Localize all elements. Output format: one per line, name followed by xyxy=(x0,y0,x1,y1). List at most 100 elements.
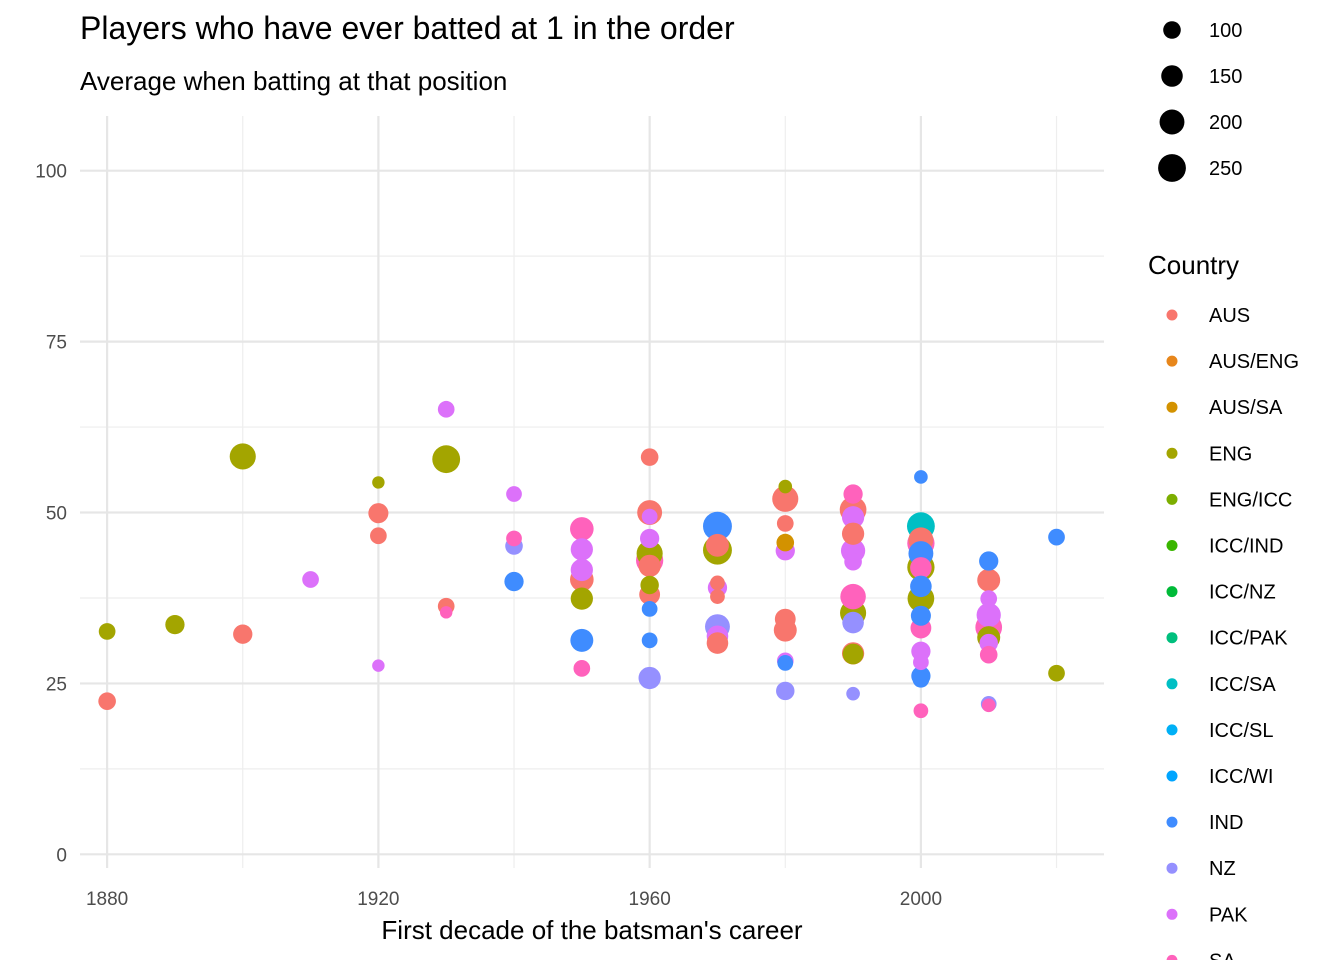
color-legend-label: NZ xyxy=(1209,858,1236,880)
color-legend-key xyxy=(1166,401,1178,413)
x-tick-label: 1960 xyxy=(629,889,671,910)
data-point xyxy=(372,476,385,489)
color-legend-label: ENG xyxy=(1209,443,1252,465)
color-legend-key xyxy=(1166,862,1178,874)
data-point xyxy=(702,511,732,541)
data-point xyxy=(570,628,594,652)
color-legend-label: AUS xyxy=(1209,305,1250,327)
data-point xyxy=(1048,664,1065,682)
x-tick-label: 1920 xyxy=(357,889,399,910)
data-point xyxy=(778,479,793,494)
data-point xyxy=(432,445,461,474)
color-legend-label: PAK xyxy=(1209,904,1248,926)
y-axis-ticks: 0 25 50 75 100 xyxy=(35,162,67,867)
data-point xyxy=(570,538,593,561)
data-point xyxy=(98,623,116,640)
color-legend-key xyxy=(1166,355,1178,367)
data-point xyxy=(910,557,932,579)
data-point xyxy=(846,686,860,701)
color-legend-key xyxy=(1166,954,1178,960)
color-legend-key xyxy=(1166,678,1178,690)
data-point xyxy=(981,698,996,713)
size-legend: 100 150 200 250 xyxy=(1158,20,1242,182)
color-legend-label: SA xyxy=(1209,950,1236,960)
x-tick-label: 1880 xyxy=(86,889,128,910)
color-legend-key xyxy=(1166,770,1178,782)
data-point xyxy=(774,608,796,630)
data-point xyxy=(638,666,661,690)
color-legend-key xyxy=(1166,309,1178,321)
data-point xyxy=(841,506,865,529)
data-point xyxy=(504,571,524,592)
y-tick-label: 0 xyxy=(56,845,67,866)
color-legend-label: IND xyxy=(1209,812,1243,834)
size-legend-key xyxy=(1163,21,1181,39)
data-point xyxy=(439,606,453,619)
data-point xyxy=(640,575,659,595)
data-point xyxy=(641,632,658,649)
data-point xyxy=(638,554,661,577)
data-point xyxy=(910,575,932,598)
grid xyxy=(80,116,1104,868)
color-legend-label: AUS/ENG xyxy=(1209,351,1299,373)
data-point xyxy=(913,654,929,671)
color-legend-label: ICC/SL xyxy=(1209,720,1273,742)
data-point xyxy=(776,515,794,532)
data-point xyxy=(165,614,185,635)
y-tick-label: 75 xyxy=(46,333,67,354)
data-point xyxy=(98,692,116,710)
color-legend-key xyxy=(1166,908,1178,920)
data-point xyxy=(710,575,725,591)
data-point xyxy=(437,400,455,418)
data-point xyxy=(1048,528,1065,546)
size-legend-key xyxy=(1161,65,1183,87)
size-legend-key xyxy=(1159,109,1185,135)
data-point xyxy=(368,503,389,524)
data-point xyxy=(302,571,319,588)
data-point xyxy=(640,528,660,549)
data-point xyxy=(914,470,928,484)
data-point xyxy=(977,568,1001,592)
data-point xyxy=(912,670,930,688)
color-legend-label: ICC/WI xyxy=(1209,766,1273,788)
data-point xyxy=(640,448,659,466)
data-point xyxy=(777,655,794,671)
plot-panel: 1880 1920 1960 2000 0 25 50 75 100 xyxy=(35,116,1104,910)
data-point xyxy=(372,659,385,672)
color-legend-title: Country xyxy=(1148,250,1239,280)
x-axis-label: First decade of the batsman's career xyxy=(381,915,803,945)
data-point xyxy=(979,645,998,664)
size-legend-label: 250 xyxy=(1209,158,1242,180)
color-legend-key xyxy=(1166,447,1178,459)
data-point xyxy=(840,583,866,610)
y-tick-label: 100 xyxy=(35,162,67,183)
y-tick-label: 25 xyxy=(46,674,67,695)
data-point xyxy=(370,527,387,545)
data-point xyxy=(772,485,799,512)
size-legend-label: 200 xyxy=(1209,112,1242,134)
x-tick-label: 2000 xyxy=(900,889,942,910)
color-legend-label: AUS/SA xyxy=(1209,397,1283,419)
size-legend-key xyxy=(1158,154,1186,182)
data-point xyxy=(841,522,865,545)
data-point xyxy=(570,587,593,610)
color-legend: AUS AUS/ENG AUS/SA ENG ENG/ICC ICC/IND ICC/NZ I… xyxy=(1166,305,1299,960)
data-point xyxy=(706,632,729,654)
color-legend-label: ICC/PAK xyxy=(1209,628,1288,650)
chart-title: Players who have ever batted at 1 in the… xyxy=(80,10,735,46)
data-point xyxy=(641,508,658,525)
data-point xyxy=(842,611,864,634)
data-point xyxy=(233,624,253,644)
data-point xyxy=(980,590,998,607)
color-legend-label: ICC/IND xyxy=(1209,536,1283,558)
data-point xyxy=(641,601,658,617)
data-point xyxy=(843,484,863,504)
color-legend-key xyxy=(1166,816,1178,828)
data-point xyxy=(506,530,522,547)
data-points xyxy=(98,400,1065,719)
color-legend-label: ICC/NZ xyxy=(1209,582,1276,604)
data-point xyxy=(842,643,864,665)
x-axis-ticks: 1880 1920 1960 2000 xyxy=(86,889,942,910)
data-point xyxy=(776,533,795,552)
data-point xyxy=(570,558,593,582)
